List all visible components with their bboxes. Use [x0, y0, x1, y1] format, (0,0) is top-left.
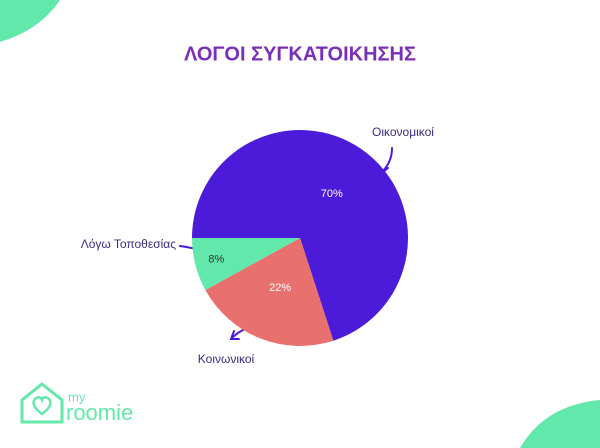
pie-slice	[205, 238, 334, 346]
logo: my roomie	[20, 382, 133, 425]
value-label: 22%	[269, 282, 291, 294]
pie-slice	[192, 130, 408, 341]
pie-slice	[192, 238, 300, 291]
category-label: Λόγω Τοποθεσίας	[81, 237, 177, 251]
value-label: 8%	[208, 253, 224, 265]
chart-title: ΛΟΓΟΙ ΣΥΓΚΑΤΟΙΚΗΣΗΣ	[184, 43, 416, 65]
category-label: Κοινωνικοί	[198, 352, 255, 366]
value-label: 70%	[321, 188, 343, 200]
logo-text: my	[68, 389, 86, 404]
corner-decor	[0, 0, 60, 42]
category-label: Οικονομικοί	[372, 125, 434, 139]
corner-decor	[520, 400, 600, 448]
logo-text: roomie	[66, 400, 133, 425]
